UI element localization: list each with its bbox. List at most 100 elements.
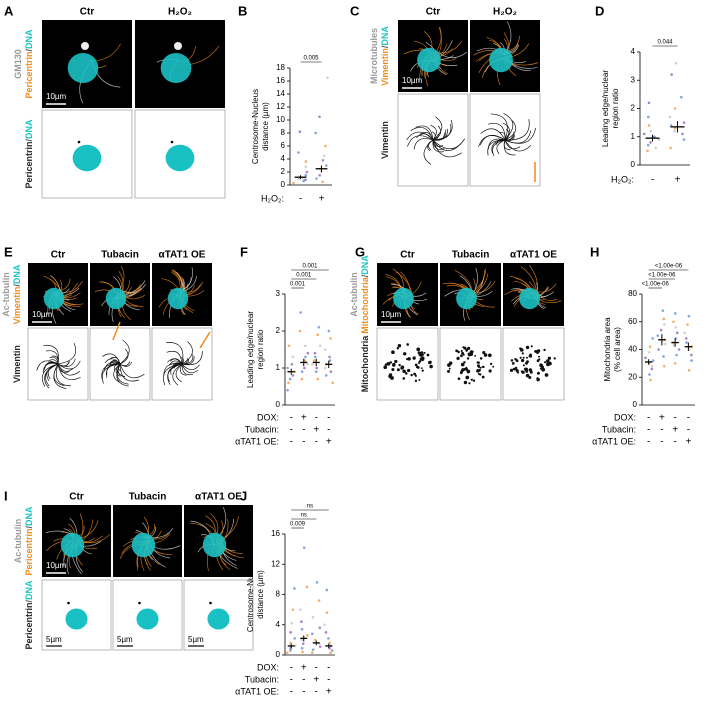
y-axis-label: region ratio [256, 329, 265, 370]
channel-label-part: DNA [24, 580, 34, 600]
channel-label-part: / [380, 45, 390, 48]
fiber [163, 363, 183, 386]
mitochondrion [525, 345, 530, 350]
data-point [293, 637, 296, 640]
condition-sign: - [651, 175, 654, 186]
mitochondrion [540, 365, 544, 369]
data-point [653, 135, 656, 139]
channel-label: Pericentrin/DNA [24, 506, 34, 576]
mitochondrion [470, 378, 473, 381]
mitochondrion [511, 362, 515, 365]
panel-letter: E [4, 244, 13, 259]
mitochondrion [412, 356, 416, 360]
data-point [663, 342, 667, 346]
fiber [432, 139, 461, 151]
panel-letter: J [240, 488, 247, 503]
data-point [286, 366, 289, 370]
data-point [327, 329, 331, 333]
data-point [300, 370, 304, 374]
condition-sign: + [326, 687, 332, 698]
data-point [289, 631, 292, 634]
condition-sign: - [327, 675, 330, 686]
mitochondrion [492, 365, 495, 368]
channel-label-part: DNA [360, 255, 370, 275]
data-point [682, 138, 686, 141]
column-label: Ctr [80, 7, 95, 18]
condition-name: DOX: [614, 412, 636, 422]
condition-sign: + [326, 437, 332, 448]
fiber [496, 139, 506, 145]
mitochondrion [545, 359, 550, 363]
data-point [325, 588, 329, 592]
significance-label: ns [301, 513, 307, 519]
fiber [167, 363, 183, 385]
condition-sign: - [647, 437, 650, 448]
data-point [687, 369, 691, 372]
data-point [311, 632, 314, 636]
nucleus [167, 287, 189, 310]
fiber [395, 271, 412, 292]
fiber [432, 138, 465, 150]
data-point [318, 626, 322, 630]
data-point [299, 608, 302, 611]
data-point [644, 356, 647, 360]
fiber [113, 363, 121, 383]
mitochondrion [465, 375, 470, 380]
data-point [662, 364, 666, 368]
y-tick-label: 8 [276, 590, 281, 599]
channel-label-part: / [24, 525, 34, 528]
y-tick-label: 2 [281, 167, 286, 176]
channel-label: Ac-tubulin [13, 519, 23, 564]
centrosome [67, 601, 70, 605]
channel-label-part: Mitochondria [360, 276, 370, 333]
mitochondrion [420, 356, 425, 361]
mitochondrion [538, 358, 541, 361]
condition-sign: - [315, 413, 318, 424]
data-point [673, 126, 677, 130]
condition-name: DOX: [257, 412, 279, 422]
fiber [480, 128, 506, 141]
arrow [199, 331, 211, 349]
fiber [181, 354, 194, 365]
mitochondrion [383, 365, 388, 370]
mitochondrion [477, 361, 481, 364]
nucleus [65, 608, 88, 630]
data-point [649, 141, 652, 144]
fiber [504, 120, 517, 141]
centrosome [174, 42, 182, 50]
data-point [304, 173, 308, 177]
channel-label: Ac-tubulin [1, 272, 11, 317]
y-axis-label: distance (µm) [261, 102, 270, 151]
mitochondrion [463, 361, 466, 364]
y-tick-label: 16 [276, 76, 285, 85]
data-point [675, 331, 679, 335]
column-label: Ctr [69, 492, 84, 503]
data-point [647, 124, 651, 127]
data-point [323, 623, 326, 627]
data-point [673, 107, 677, 110]
fiber [504, 130, 532, 144]
mitochondrion [546, 362, 550, 367]
y-axis-label: region ratio [611, 88, 620, 129]
mitochondrion [519, 348, 524, 352]
y-tick-label: 1 [276, 363, 281, 372]
channel-label: Mitochondria/DNA [360, 255, 370, 334]
fiber [490, 113, 508, 141]
channel-label-part: / [12, 284, 22, 287]
condition-name: αTAT1 OE: [235, 436, 279, 446]
significance-label: 0.001 [290, 282, 306, 288]
mitochondrion [429, 364, 433, 369]
significance-label: 0.044 [657, 40, 673, 46]
data-point [682, 121, 686, 124]
mitochondrion [410, 373, 413, 377]
mitochondrion [471, 350, 474, 353]
channel-label-part: DNA [24, 119, 34, 139]
nucleus [519, 287, 540, 310]
fiber [43, 361, 59, 369]
mitochondrion [520, 370, 524, 373]
column-label: Tubacin [452, 250, 490, 261]
data-point [663, 323, 666, 326]
scale-label: 5µm [188, 635, 204, 644]
y-axis-label: Centrosome-Nucleus [246, 557, 255, 632]
significance-label: 0.005 [303, 56, 319, 62]
